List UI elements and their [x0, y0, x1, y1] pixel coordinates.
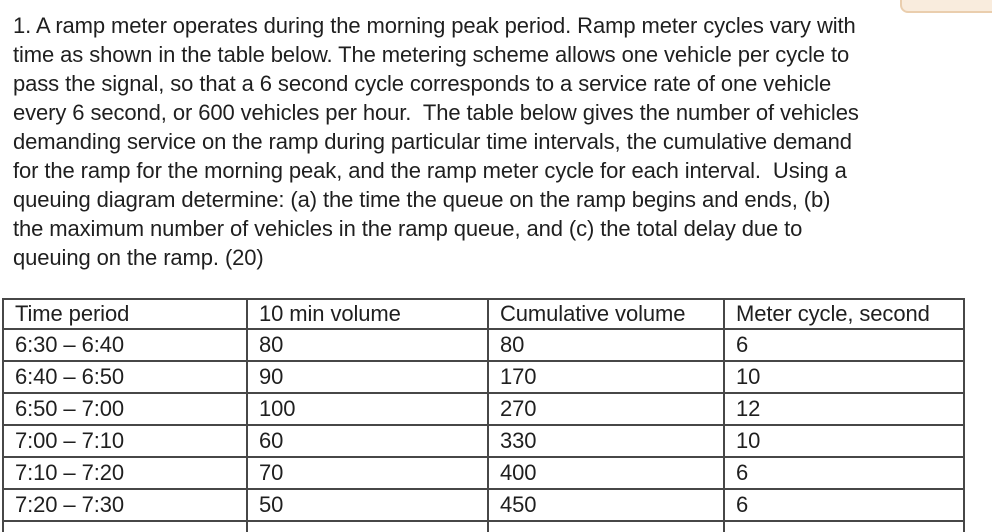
table-cell-cumulative-volume: 80 — [487, 328, 725, 362]
table-row: 6:40 – 6:50 90 170 10 — [2, 360, 965, 394]
problem-line: demanding service on the ramp during par… — [13, 129, 852, 154]
problem-line: every 6 second, or 600 vehicles per hour… — [13, 100, 859, 125]
table-cell-meter-cycle: 6 — [723, 488, 965, 522]
table-cell-meter-cycle: 12 — [723, 392, 965, 426]
table-cell-time-period: 7:10 – 7:20 — [2, 456, 248, 490]
table-cell-10min-volume: 50 — [246, 488, 489, 522]
problem-line: queuing diagram determine: (a) the time … — [13, 187, 831, 212]
table-cell-meter-cycle: 6 — [723, 328, 965, 362]
table-cell-time-period: 7:20 – 7:30 — [2, 488, 248, 522]
table-cell-cumulative-volume: 400 — [487, 456, 725, 490]
table-header-row: Time period 10 min volume Cumulative vol… — [2, 298, 965, 330]
table-cell-empty — [246, 520, 489, 532]
table-cell-time-period: 7:00 – 7:10 — [2, 424, 248, 458]
table-row-clipped — [2, 520, 965, 532]
table-cell-10min-volume: 90 — [246, 360, 489, 394]
table-cell-cumulative-volume: 170 — [487, 360, 725, 394]
table-row: 6:50 – 7:00 100 270 12 — [2, 392, 965, 426]
table-cell-time-period: 6:30 – 6:40 — [2, 328, 248, 362]
table-cell-empty — [487, 520, 725, 532]
table-cell-cumulative-volume: 270 — [487, 392, 725, 426]
table-cell-meter-cycle: 10 — [723, 360, 965, 394]
table-cell-10min-volume: 80 — [246, 328, 489, 362]
table-row: 7:20 – 7:30 50 450 6 — [2, 488, 965, 522]
column-header-meter-cycle: Meter cycle, second — [723, 298, 965, 330]
problem-line: time as shown in the table below. The me… — [13, 42, 850, 67]
problem-line: the maximum number of vehicles in the ra… — [13, 216, 803, 241]
problem-line: for the ramp for the morning peak, and t… — [13, 158, 847, 183]
column-header-10min-volume: 10 min volume — [246, 298, 489, 330]
table-cell-empty — [723, 520, 965, 532]
cropped-highlight-fragment — [900, 0, 992, 13]
table-cell-cumulative-volume: 450 — [487, 488, 725, 522]
table-cell-empty — [2, 520, 248, 532]
column-header-time-period: Time period — [2, 298, 248, 330]
table-cell-meter-cycle: 10 — [723, 424, 965, 458]
problem-line: 1. A ramp meter operates during the morn… — [13, 13, 856, 38]
table-cell-time-period: 6:50 – 7:00 — [2, 392, 248, 426]
problem-statement: 1. A ramp meter operates during the morn… — [13, 11, 859, 272]
table-cell-time-period: 6:40 – 6:50 — [2, 360, 248, 394]
table-row: 7:00 – 7:10 60 330 10 — [2, 424, 965, 458]
table-row: 6:30 – 6:40 80 80 6 — [2, 328, 965, 362]
table-cell-10min-volume: 100 — [246, 392, 489, 426]
problem-line: queuing on the ramp. (20) — [13, 245, 264, 270]
table-cell-meter-cycle: 6 — [723, 456, 965, 490]
problem-line: pass the signal, so that a 6 second cycl… — [13, 71, 832, 96]
table-cell-10min-volume: 70 — [246, 456, 489, 490]
table-cell-cumulative-volume: 330 — [487, 424, 725, 458]
table-cell-10min-volume: 60 — [246, 424, 489, 458]
column-header-cumulative-volume: Cumulative volume — [487, 298, 725, 330]
demand-table: Time period 10 min volume Cumulative vol… — [2, 298, 965, 532]
table-row: 7:10 – 7:20 70 400 6 — [2, 456, 965, 490]
